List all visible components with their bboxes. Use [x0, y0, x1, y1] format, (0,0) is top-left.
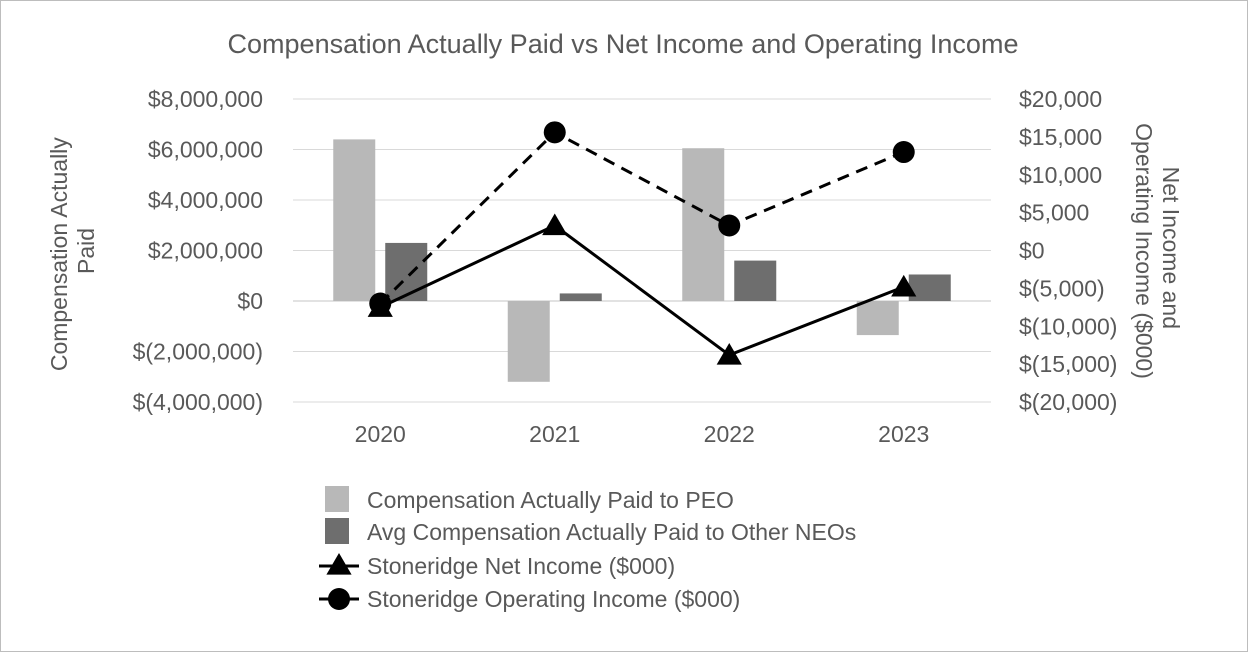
- y2-axis-label-line2: Operating Income ($000): [1131, 123, 1157, 379]
- bar: [908, 274, 951, 301]
- legend-swatch: [325, 518, 349, 544]
- point-marker: [543, 121, 566, 144]
- y2-axis-label-line1: Net Income and: [1158, 167, 1184, 329]
- y2-tick-label: $10,000: [1019, 162, 1102, 188]
- y2-tick-label: $20,000: [1019, 86, 1102, 112]
- x-tick-label: 2022: [704, 421, 755, 447]
- point-marker: [892, 141, 915, 164]
- legend-label: Compensation Actually Paid to PEO: [367, 487, 734, 513]
- y2-tick-label: $15,000: [1019, 124, 1102, 150]
- bar: [856, 301, 899, 336]
- series-line: [379, 223, 905, 357]
- y2-tick-label: $0: [1019, 238, 1045, 264]
- y2-tick-label: $(10,000): [1019, 313, 1117, 339]
- series-line: [379, 130, 905, 305]
- x-tick-label: 2021: [529, 421, 580, 447]
- line-series: [367, 121, 917, 365]
- bar: [507, 301, 550, 382]
- x-axis-ticks: 2020 2021 2022 2023: [355, 421, 930, 447]
- point-marker: [542, 213, 568, 236]
- bar: [682, 148, 725, 301]
- bar: [333, 139, 376, 301]
- y-axis-label-line1: Compensation Actually: [46, 137, 72, 371]
- legend: Compensation Actually Paid to PEO Avg Com…: [319, 486, 856, 612]
- y2-tick-label: $(15,000): [1019, 351, 1117, 377]
- legend-label: Avg Compensation Actually Paid to Other …: [367, 519, 856, 545]
- bar-series: [333, 139, 951, 382]
- y2-axis-ticks: $20,000 $15,000 $10,000 $5,000 $0 $(5,000) $(1…: [1019, 86, 1117, 415]
- bar: [559, 293, 602, 301]
- legend-marker: [326, 553, 352, 575]
- y-axis-label: Compensation Actually Paid: [46, 131, 99, 371]
- y2-tick-label: $(20,000): [1019, 389, 1117, 415]
- legend-label: Stoneridge Operating Income ($000): [367, 586, 740, 612]
- y2-tick-label: $(5,000): [1019, 275, 1105, 301]
- y-tick-label: $(2,000,000): [133, 339, 263, 365]
- x-tick-label: 2020: [355, 421, 406, 447]
- y-tick-label: $6,000,000: [148, 137, 263, 163]
- bar: [385, 242, 428, 301]
- y-axis-ticks: $8,000,000 $6,000,000 $4,000,000 $2,000,000…: [133, 86, 263, 415]
- y2-axis-label: Net Income and Operating Income ($000): [1131, 123, 1184, 379]
- bar: [734, 260, 777, 301]
- x-tick-label: 2023: [878, 421, 929, 447]
- chart-title: Compensation Actually Paid vs Net Income…: [228, 29, 1019, 59]
- y-tick-label: $8,000,000: [148, 86, 263, 112]
- legend-marker: [328, 588, 350, 610]
- y-tick-label: $(4,000,000): [133, 389, 263, 415]
- point-marker: [716, 343, 742, 365]
- y2-tick-label: $5,000: [1019, 200, 1089, 226]
- y-tick-label: $0: [237, 288, 263, 314]
- legend-label: Stoneridge Net Income ($000): [367, 553, 675, 579]
- y-tick-label: $4,000,000: [148, 187, 263, 213]
- y-tick-label: $2,000,000: [148, 238, 263, 264]
- legend-swatch: [325, 486, 349, 512]
- point-marker: [369, 292, 392, 315]
- point-marker: [891, 274, 917, 297]
- y-axis-label-line2: Paid: [73, 228, 99, 274]
- point-marker: [718, 214, 741, 237]
